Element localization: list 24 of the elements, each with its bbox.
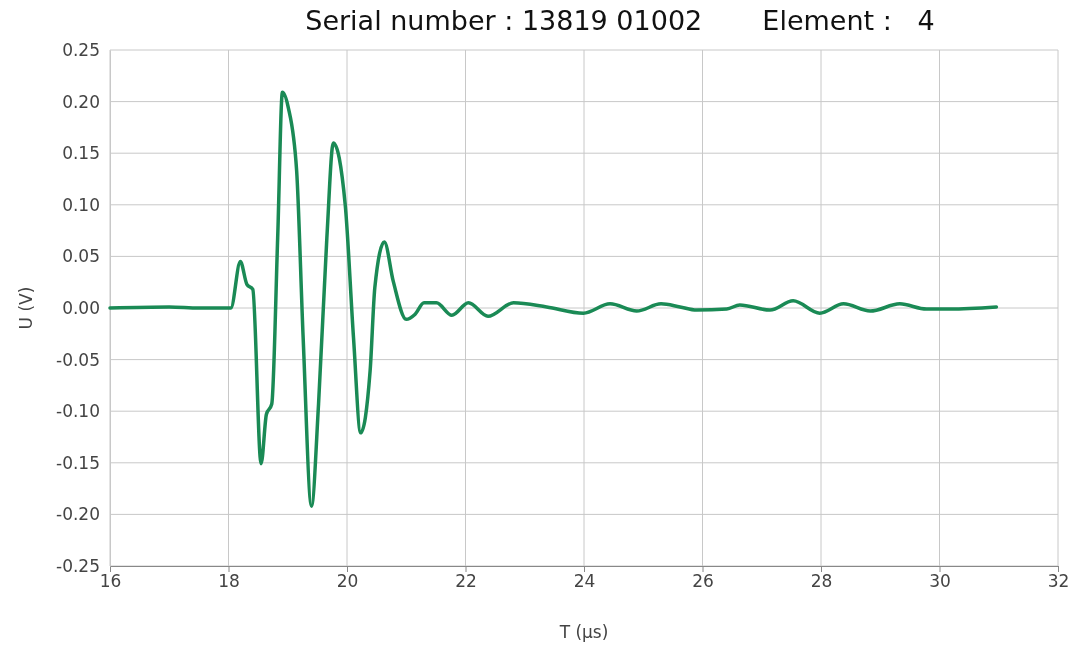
x-tick-label: 24 (573, 571, 596, 592)
y-tick-label: -0.15 (56, 452, 100, 473)
x-tick-label: 16 (99, 571, 122, 592)
y-tick-label: 0.05 (62, 246, 100, 267)
y-axis-title: U (V) (16, 286, 36, 330)
x-axis-title: T (µs) (558, 622, 609, 642)
y-tick-label: -0.10 (56, 401, 100, 422)
x-tick-label: 18 (218, 571, 240, 592)
x-tick-label: 30 (929, 571, 951, 592)
x-tick-label: 22 (455, 571, 477, 592)
y-tick-label: 0.20 (62, 91, 100, 112)
y-tick-label: 0.15 (62, 143, 100, 164)
y-tick-label: 0.25 (62, 39, 100, 60)
x-tick-label: 28 (810, 571, 833, 592)
y-tick-label: 0.10 (62, 194, 100, 215)
y-tick-label: -0.20 (56, 504, 100, 525)
x-tick-label: 26 (692, 571, 714, 592)
y-tick-label: -0.25 (56, 555, 100, 576)
x-tick-label: 32 (1047, 571, 1070, 592)
chart-title: Serial number : 13819 01002 Element : 4 (305, 5, 935, 36)
x-tick-label: 20 (336, 571, 359, 592)
y-tick-label: 0.00 (62, 297, 100, 318)
line-series (108, 90, 999, 508)
y-tick-label: -0.05 (56, 349, 100, 370)
